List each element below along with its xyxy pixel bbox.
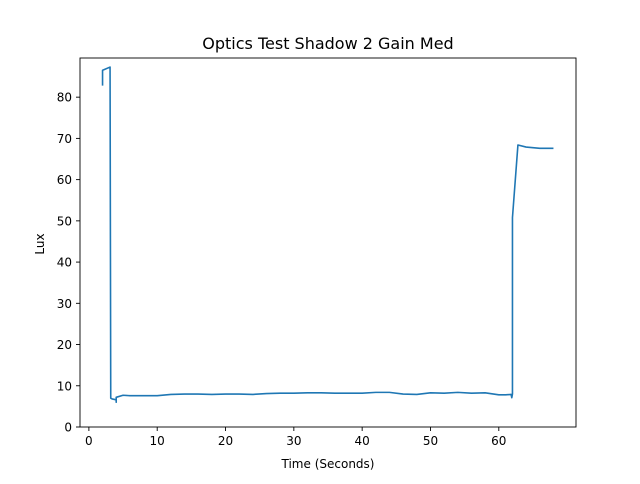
- y-axis-label: Lux: [33, 233, 47, 254]
- x-tick-label: 30: [286, 434, 301, 448]
- plot-frame: [79, 57, 577, 428]
- x-tick-label: 0: [85, 434, 93, 448]
- x-tick-label: 60: [491, 434, 506, 448]
- y-tick-label: 20: [57, 338, 72, 352]
- y-tick-label: 40: [57, 256, 72, 270]
- x-axis-label: Time (Seconds): [281, 457, 375, 471]
- plot-area: 0 10 20 30 40 50 60 0 10 20 30 40 50 60 70 80: [57, 57, 577, 448]
- y-tick-label: 80: [57, 91, 72, 105]
- y-tick-label: 0: [64, 421, 72, 435]
- y-tick-label: 50: [57, 214, 72, 228]
- y-tick-label: 30: [57, 297, 72, 311]
- x-tick-label: 50: [423, 434, 438, 448]
- y-tick-label: 10: [57, 379, 72, 393]
- y-tick-label: 60: [57, 173, 72, 187]
- series-line-1: [101, 66, 554, 404]
- chart-title: Optics Test Shadow 2 Gain Med: [202, 34, 453, 53]
- x-tick-label: 40: [355, 434, 370, 448]
- x-tick-label: 10: [150, 434, 165, 448]
- y-tick-label: 70: [57, 132, 72, 146]
- x-tick-label: 20: [218, 434, 233, 448]
